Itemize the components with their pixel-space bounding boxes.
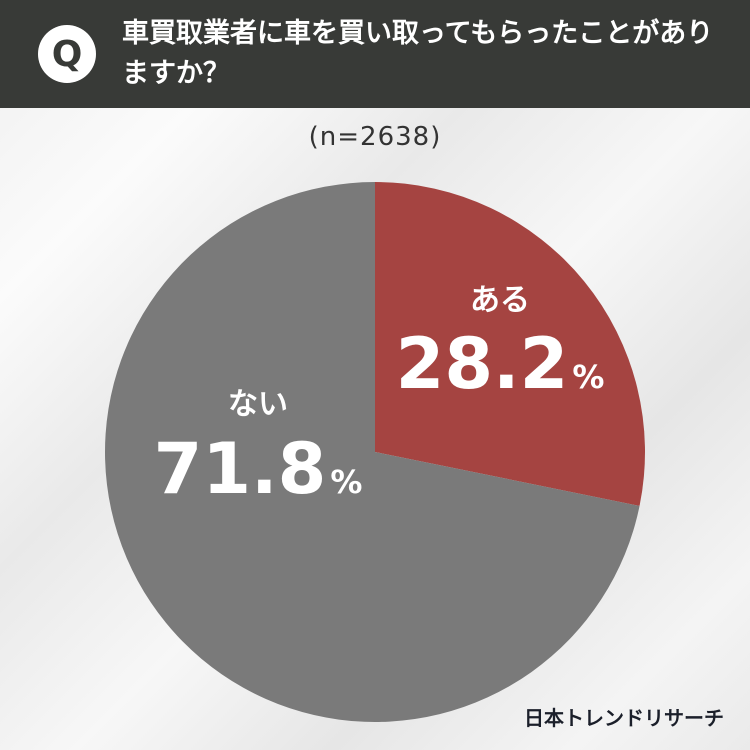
slice-value-unit-aru: %: [572, 358, 604, 396]
slice-value-aru: 28.2%: [396, 323, 605, 405]
slice-value-nai: 71.8%: [154, 428, 363, 510]
sample-size: (n=2638): [308, 122, 442, 152]
slice-value-number-nai: 71.8: [154, 428, 327, 510]
question-text: 車買取業者に車を買い取ってもらったことがありますか？: [122, 18, 714, 89]
slice-value-number-aru: 28.2: [396, 323, 569, 405]
question-header: Q 車買取業者に車を買い取ってもらったことがありますか？: [0, 0, 750, 108]
slice-label-aru: ある: [470, 283, 530, 318]
brand-logo-text: 日本トレンドリサーチ: [524, 706, 724, 730]
q-badge: Q: [38, 25, 96, 83]
slice-label-nai: ない: [228, 387, 288, 422]
slice-value-unit-nai: %: [330, 463, 362, 501]
pie-slice-nai: [105, 182, 640, 723]
pie-slice-aru: [375, 182, 645, 506]
